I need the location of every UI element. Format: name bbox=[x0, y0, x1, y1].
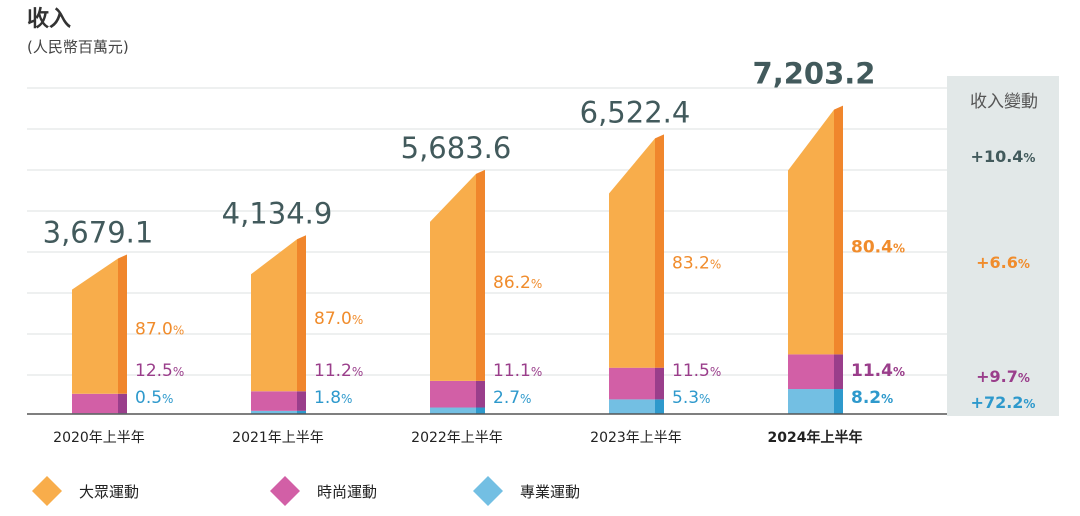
legend-label: 時尚運動 bbox=[317, 483, 377, 501]
legend-swatch bbox=[270, 476, 300, 506]
legend: 大眾運動 時尚運動 專業運動 bbox=[32, 476, 580, 506]
segment-fashion-side bbox=[655, 367, 664, 400]
segment-mass bbox=[72, 258, 118, 394]
gridlines bbox=[27, 87, 947, 376]
change-value: +6.6% bbox=[976, 253, 1030, 272]
pct-label-pro: 1.8% bbox=[314, 388, 352, 408]
legend-label: 大眾運動 bbox=[79, 483, 139, 501]
segment-mass-side bbox=[655, 134, 664, 368]
labels: 3,679.1 87.0% 12.5% 0.5% 2020年上半年 4,134.9 87.0… bbox=[43, 57, 905, 446]
total-label: 6,522.4 bbox=[580, 95, 691, 129]
segment-fashion bbox=[788, 354, 834, 390]
legend-label: 專業運動 bbox=[520, 483, 580, 501]
change-value: +9.7% bbox=[976, 367, 1030, 386]
pct-label-mass: 80.4% bbox=[851, 238, 905, 258]
segment-pro bbox=[430, 407, 476, 414]
segment-mass bbox=[609, 138, 655, 368]
segment-mass-side bbox=[476, 169, 485, 381]
segment-fashion-side bbox=[118, 393, 127, 414]
x-tick-label: 2021年上半年 bbox=[232, 430, 324, 446]
total-label: 5,683.6 bbox=[401, 131, 512, 165]
segment-fashion bbox=[609, 367, 655, 400]
segment-pro-side bbox=[297, 410, 306, 414]
x-tick-label: 2022年上半年 bbox=[411, 430, 503, 446]
pct-label-pro: 8.2% bbox=[851, 388, 893, 408]
pct-label-pro: 5.3% bbox=[672, 388, 710, 408]
pct-label-mass: 87.0% bbox=[314, 309, 363, 329]
pct-label-fashion: 11.2% bbox=[314, 361, 363, 381]
segment-pro bbox=[788, 389, 834, 414]
pct-label-mass: 83.2% bbox=[672, 253, 721, 273]
chart-title: 收入 bbox=[27, 6, 71, 32]
pct-label-fashion: 11.1% bbox=[493, 361, 542, 381]
pct-label-fashion: 11.5% bbox=[672, 361, 721, 381]
change-header: 收入變動 bbox=[970, 92, 1038, 112]
segment-fashion bbox=[72, 393, 118, 414]
pct-label-fashion: 12.5% bbox=[135, 361, 184, 381]
change-values: +10.4% +6.6% +9.7% +72.2% bbox=[971, 147, 1036, 412]
segment-pro bbox=[251, 410, 297, 414]
segment-mass bbox=[788, 109, 834, 355]
pct-label-mass: 87.0% bbox=[135, 320, 184, 340]
segment-fashion-side bbox=[834, 354, 843, 390]
x-tick-label: 2023年上半年 bbox=[590, 430, 682, 446]
segment-mass-side bbox=[834, 105, 843, 355]
total-label: 4,134.9 bbox=[222, 196, 333, 230]
chart-subtitle: (人民幣百萬元) bbox=[27, 38, 129, 56]
pct-label-fashion: 11.4% bbox=[851, 361, 905, 381]
segment-mass-side bbox=[297, 235, 306, 392]
segment-mass-side bbox=[118, 254, 127, 394]
segment-fashion bbox=[251, 391, 297, 411]
total-label: 7,203.2 bbox=[753, 57, 876, 91]
bars bbox=[72, 105, 843, 414]
x-tick-label: 2020年上半年 bbox=[53, 430, 145, 446]
x-tick-label: 2024年上半年 bbox=[768, 429, 863, 446]
segment-mass bbox=[430, 173, 476, 381]
pct-label-pro: 0.5% bbox=[135, 388, 173, 408]
segment-pro-side bbox=[476, 407, 485, 414]
segment-pro-side bbox=[834, 389, 843, 414]
total-label: 3,679.1 bbox=[43, 216, 154, 250]
segment-fashion-side bbox=[476, 380, 485, 408]
change-panel bbox=[947, 76, 1059, 416]
legend-swatch bbox=[473, 476, 503, 506]
legend-swatch bbox=[32, 476, 62, 506]
segment-mass bbox=[251, 239, 297, 392]
pct-label-mass: 86.2% bbox=[493, 273, 542, 293]
segment-pro-side bbox=[655, 399, 664, 414]
change-value: +10.4% bbox=[971, 147, 1036, 166]
segment-pro bbox=[609, 399, 655, 414]
pct-label-pro: 2.7% bbox=[493, 388, 531, 408]
segment-fashion bbox=[430, 380, 476, 408]
change-value: +72.2% bbox=[971, 393, 1036, 412]
segment-fashion-side bbox=[297, 391, 306, 411]
